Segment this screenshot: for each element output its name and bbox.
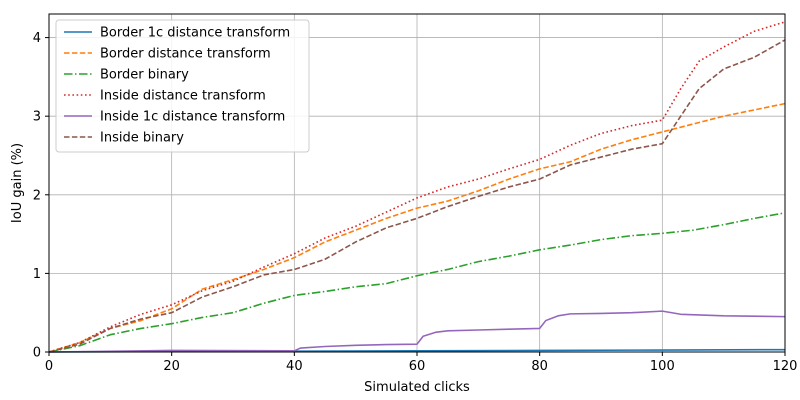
- axis-ticks: 0 20 40 60 80 100 120 0 1 2 3 4: [33, 31, 798, 374]
- legend-label: Inside distance transform: [100, 89, 266, 104]
- x-tick-label: 120: [773, 359, 798, 374]
- legend-label: Border binary: [100, 68, 189, 83]
- legend-box: [55, 19, 310, 153]
- x-tick-label: 40: [286, 359, 303, 374]
- series-line-3: [48, 21, 786, 353]
- series-line-1: [48, 102, 786, 353]
- series-line-4: [48, 310, 786, 353]
- y-tick-label: 0: [33, 346, 41, 361]
- legend-label: Inside 1c distance transform: [100, 110, 285, 125]
- x-tick-label: 60: [409, 359, 426, 374]
- y-tick-label: 2: [33, 188, 41, 203]
- series-line-2: [48, 212, 786, 353]
- x-axis-label: Simulated clicks: [364, 380, 470, 395]
- y-tick-label: 1: [33, 267, 41, 282]
- y-tick-label: 4: [33, 31, 41, 46]
- x-tick-label: 0: [45, 359, 53, 374]
- legend-label: Border distance transform: [100, 47, 271, 62]
- x-tick-label: 80: [531, 359, 548, 374]
- y-tick-label: 3: [33, 110, 41, 125]
- series-line-5: [48, 39, 786, 353]
- legend-label: Border 1c distance transform: [100, 26, 290, 41]
- y-axis-label: IoU gain (%): [10, 143, 25, 223]
- x-tick-label: 100: [650, 359, 675, 374]
- legend-label: Inside binary: [100, 131, 184, 146]
- x-tick-label: 20: [163, 359, 180, 374]
- legend: Border 1c distance transform Border dista…: [55, 19, 310, 153]
